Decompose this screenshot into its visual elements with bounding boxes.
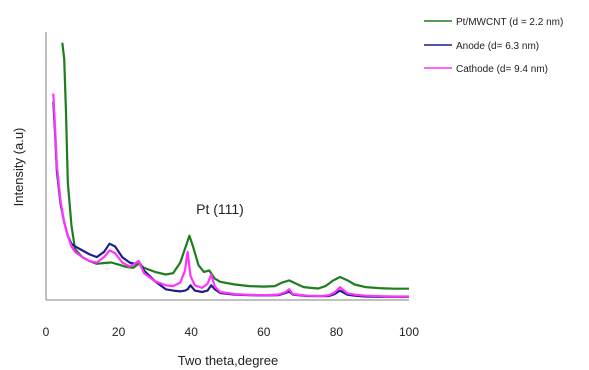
legend-label-cathode: Cathode (d= 9.4 nm)	[456, 64, 548, 75]
x-tick-label: 100	[399, 325, 419, 339]
series-group	[52, 42, 409, 298]
y-axis-title: Intensity (a.u)	[11, 128, 26, 207]
series-line-cathode	[52, 93, 409, 298]
legend-label-pt-mwcnt: Pt/MWCNT (d = 2.2 nm)	[456, 17, 563, 28]
x-axis-title: Two theta,degree	[178, 353, 278, 368]
x-tick-labels: 0 20 40 60 80 100	[43, 325, 420, 339]
legend: Pt/MWCNT (d = 2.2 nm) Anode (d= 6.3 nm) …	[424, 17, 563, 75]
peak-annotation: Pt (111)	[196, 201, 244, 217]
x-tick-label: 40	[185, 325, 199, 339]
x-tick-label: 20	[112, 325, 126, 339]
x-tick-label: 60	[257, 325, 271, 339]
legend-label-anode: Anode (d= 6.3 nm)	[456, 41, 539, 52]
series-line-anode	[52, 101, 409, 298]
x-tick-label: 80	[330, 325, 344, 339]
x-tick-label: 0	[43, 325, 50, 339]
